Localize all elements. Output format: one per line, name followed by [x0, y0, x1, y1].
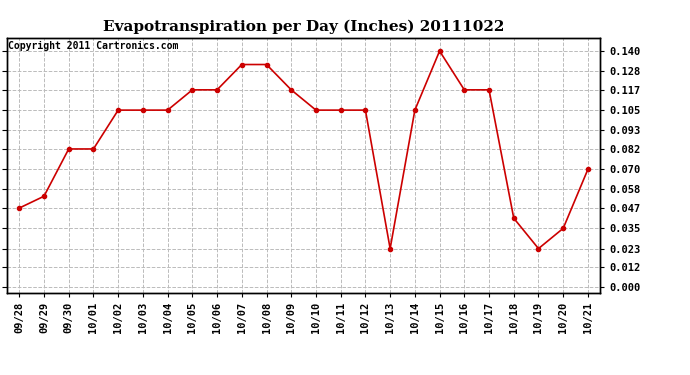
Title: Evapotranspiration per Day (Inches) 20111022: Evapotranspiration per Day (Inches) 2011…	[103, 19, 504, 33]
Text: Copyright 2011 Cartronics.com: Copyright 2011 Cartronics.com	[8, 41, 179, 51]
